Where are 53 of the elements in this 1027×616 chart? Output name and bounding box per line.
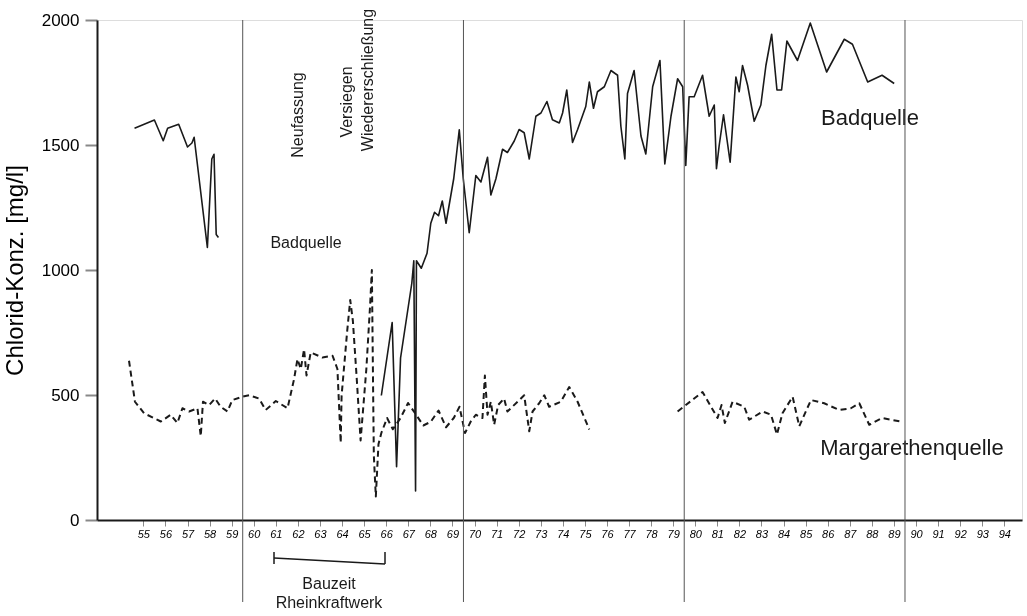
x-tick-label: 65 <box>358 527 372 540</box>
x-tick-label: 74 <box>557 527 570 540</box>
text: Bauzeit Rheinkraftwerk <box>275 575 384 611</box>
x-tick-label: 66 <box>380 527 394 540</box>
x-tick-label: 55 <box>137 527 151 540</box>
x-tick-label: 79 <box>667 527 680 540</box>
annotation: Versiegen <box>338 66 355 138</box>
x-tick-label: 71 <box>490 527 504 540</box>
x-tick-label: 77 <box>623 527 637 540</box>
x-tick-label: 89 <box>888 527 901 540</box>
x-tick-label: 69 <box>446 527 460 540</box>
x-tick-label: 64 <box>336 527 349 540</box>
x-tick-label: 72 <box>513 527 526 540</box>
x-tick-label: 67 <box>402 527 416 540</box>
x-tick-label: 78 <box>645 527 659 540</box>
x-tick-label: 94 <box>998 527 1011 540</box>
y-tick-label: 0 <box>70 510 80 530</box>
x-tick-label: 59 <box>226 527 239 540</box>
x-tick-label: 62 <box>292 527 305 540</box>
x-tick-label: 75 <box>579 527 593 540</box>
x-tick-label: 85 <box>800 527 814 540</box>
y-tick-label: 1500 <box>41 135 80 155</box>
x-tick-label: 68 <box>424 527 438 540</box>
x-tick-label: 80 <box>689 527 703 540</box>
y-tick-label: 500 <box>51 385 80 405</box>
x-tick-label: 76 <box>601 527 615 540</box>
annotation: Badquelle <box>270 234 342 251</box>
x-tick-label: 57 <box>181 527 196 540</box>
annotation: Neufassung <box>289 72 306 158</box>
x-tick-label: 73 <box>535 527 549 540</box>
y-axis-title: Chlorid-Konz. [mg/l] <box>0 165 28 376</box>
x-tick-label: 90 <box>910 527 924 540</box>
x-tick-label: 91 <box>932 527 945 540</box>
x-tick-label: 86 <box>822 527 836 540</box>
x-tick-label: 63 <box>314 527 328 540</box>
x-tick-label: 87 <box>844 527 858 540</box>
x-tick-label: 88 <box>866 527 880 540</box>
x-tick-label: 56 <box>159 527 173 540</box>
x-tick-label: 61 <box>270 527 283 540</box>
x-tick-label: 81 <box>711 527 724 540</box>
y-tick-label: 2000 <box>41 10 80 30</box>
x-tick-label: 92 <box>954 527 967 540</box>
x-tick-label: 82 <box>733 527 747 540</box>
x-tick-label: 58 <box>203 527 218 540</box>
x-tick-label: 93 <box>976 527 990 540</box>
annotation: Wiedererschließung <box>359 8 376 152</box>
series-label: Badquelle <box>821 105 919 130</box>
y-tick-label: 1000 <box>41 260 80 280</box>
x-tick-label: 83 <box>755 527 769 540</box>
x-tick-label: 84 <box>777 527 791 540</box>
series-label: Margarethenquelle <box>820 435 1004 460</box>
x-tick-label: 60 <box>248 527 262 540</box>
x-tick-label: 70 <box>468 527 482 540</box>
